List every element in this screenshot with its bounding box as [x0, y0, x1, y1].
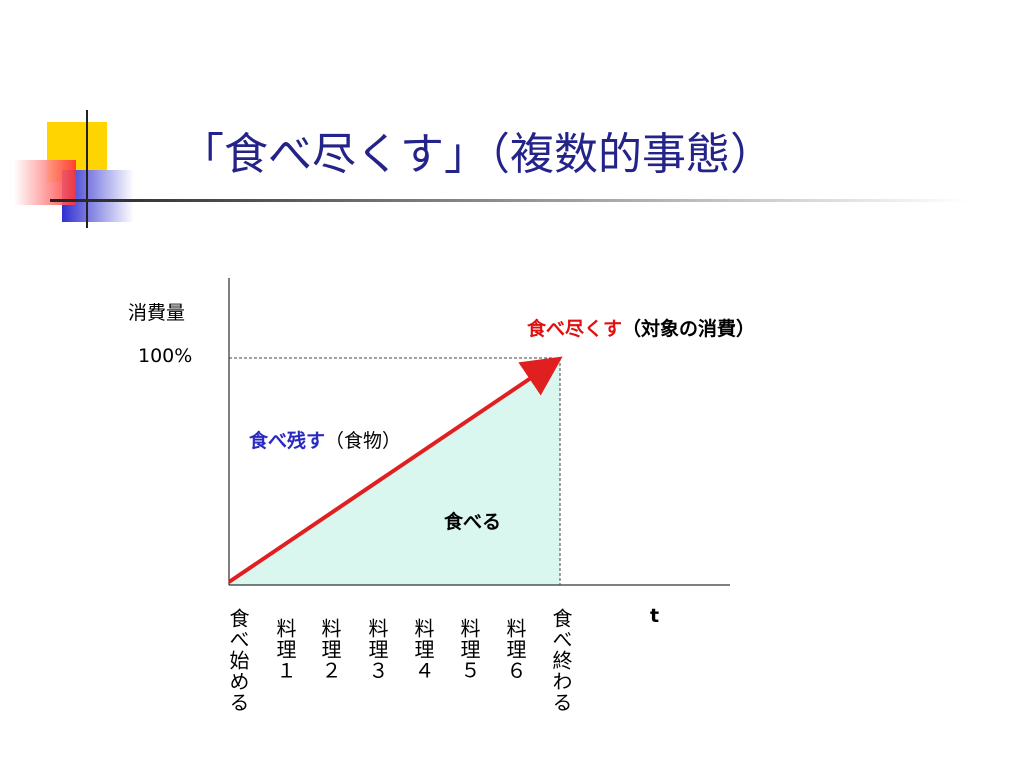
annotation: 食べ尽くす（対象の消費）: [527, 314, 755, 341]
x-tick-label: 食べ始める: [226, 608, 250, 713]
title: 「食べ尽くす」（複数的事態）: [180, 129, 774, 180]
y-label: 消費量: [128, 302, 186, 324]
x-tick-label: 料理６: [503, 618, 527, 681]
x-tick-label: 料理５: [457, 618, 481, 681]
eat-up: 食べ尽くす: [527, 318, 623, 340]
x-label: t: [650, 605, 660, 627]
y-max-label: 100%: [138, 345, 193, 367]
eat-label: 食べる: [444, 511, 502, 533]
eat-up-note: （対象の消費）: [622, 318, 756, 340]
leave-note: （食物）: [325, 430, 402, 452]
x-tick-label: 食べ終わる: [549, 608, 573, 713]
x-tick-label: 料理３: [365, 618, 389, 681]
x-tick-label: 料理４: [411, 618, 435, 681]
annotation: 食べ残す（食物）: [249, 426, 401, 453]
consumption-arrow: [227, 356, 563, 584]
deco-hline: [50, 199, 970, 202]
x-tick-label: 料理２: [318, 618, 342, 681]
leave: 食べ残す: [249, 430, 326, 452]
deco-red: [14, 160, 76, 205]
x-tick-label: 料理１: [273, 618, 297, 681]
